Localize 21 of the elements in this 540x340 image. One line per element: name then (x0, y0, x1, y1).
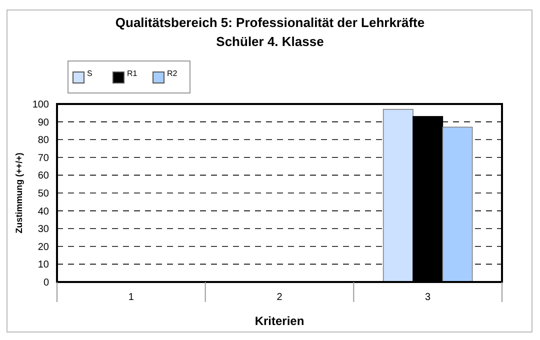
y-tick-label: 0 (43, 278, 50, 288)
y-tick-label: 60 (38, 170, 50, 182)
y-tick-label: 30 (38, 224, 50, 236)
y-tick-label: 10 (38, 260, 50, 271)
legend-label: R2 (167, 69, 178, 78)
x-tick-label: 2 (276, 292, 283, 303)
x-tick-label: 1 (128, 292, 134, 303)
y-tick-label: 40 (38, 206, 50, 218)
y-tick-label: 50 (38, 188, 50, 200)
y-axis-title: Zustimmung (++/+) (14, 152, 24, 234)
y-tick-label: 20 (38, 242, 50, 253)
y-tick-label: 70 (38, 152, 50, 164)
y-tick-label: 100 (32, 100, 50, 110)
x-tick-label: 3 (425, 292, 432, 303)
chart-subtitle: Schüler 4. Klasse (216, 34, 324, 49)
y-tick-label: 80 (38, 135, 50, 146)
legend-label: R1 (127, 69, 138, 78)
legend-label: S (87, 69, 92, 78)
chart-title: Qualitätsbereich 5: Professionalität der Lehrkräfte (115, 15, 425, 30)
x-axis-title: Kriterien (254, 314, 304, 328)
y-tick-label: 90 (38, 117, 50, 128)
